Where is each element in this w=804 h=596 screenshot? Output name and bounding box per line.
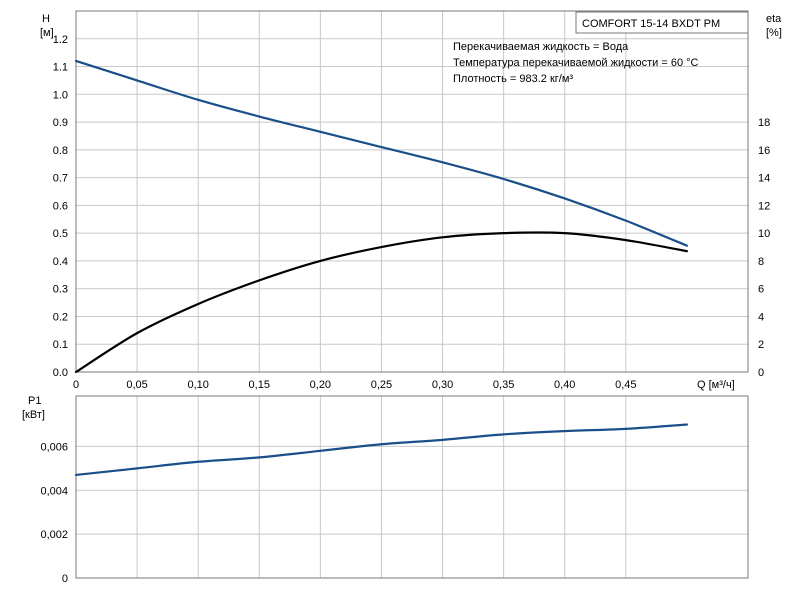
head-curve [74, 59, 689, 247]
x-tick-label: 0,35 [493, 379, 514, 391]
power-series-group [74, 423, 689, 477]
power-y-tick-label: 0,002 [40, 529, 68, 541]
power-y-tick-label: 0,006 [40, 441, 68, 453]
y-right-tick-label: 8 [758, 256, 764, 268]
x-tick-label: 0,20 [310, 379, 331, 391]
main-y-left-tick-labels: 0.0 0.1 0.2 0.3 0.4 0.5 0.6 0.7 0.8 0.9 1.0 1.1 1.2 [53, 34, 68, 379]
y-left-tick-label: 0.6 [53, 200, 68, 212]
y-left-tick-label: 0.9 [53, 117, 68, 129]
power-curve [74, 423, 689, 477]
y-right-axis-label: eta [766, 13, 782, 25]
power-y-tick-label: 0 [62, 573, 68, 585]
note-fluid: Перекачиваемая жидкость = Вода [453, 41, 629, 53]
y-left-tick-label: 0.8 [53, 145, 68, 157]
main-y-right-tick-labels: 0 2 4 6 8 10 12 14 16 18 [758, 117, 770, 379]
power-grid [75, 396, 748, 579]
x-tick-label: 0,25 [371, 379, 392, 391]
main-series-group [74, 59, 689, 374]
y-right-axis-unit: [%] [766, 27, 782, 39]
power-y-tick-label: 0,004 [40, 485, 68, 497]
y-left-axis-label: H [42, 13, 50, 25]
x-tick-label: 0,15 [249, 379, 270, 391]
x-axis-label: Q [м³/ч] [697, 379, 735, 391]
y-left-axis-unit: [м] [40, 27, 54, 39]
y-right-tick-label: 18 [758, 117, 770, 129]
x-tick-label: 0,10 [187, 379, 208, 391]
note-density: Плотность = 983.2 кг/м³ [453, 73, 573, 85]
x-tick-label: 0,40 [554, 379, 575, 391]
y-right-tick-label: 0 [758, 367, 764, 379]
x-tick-label: 0 [73, 379, 79, 391]
note-temperature: Температура перекачиваемой жидкости = 60… [453, 57, 699, 69]
y-left-tick-label: 0.2 [53, 311, 68, 323]
y-right-tick-label: 12 [758, 200, 770, 212]
y-left-tick-label: 1.2 [53, 34, 68, 46]
efficiency-curve [74, 231, 689, 374]
main-plot-frame [75, 10, 749, 373]
y-right-tick-label: 16 [758, 145, 770, 157]
y-left-tick-label: 0.0 [53, 367, 68, 379]
power-panel: 0 0,002 0,004 0,006 P1 [кВт] [22, 395, 749, 585]
y-right-tick-label: 6 [758, 284, 764, 296]
y-left-tick-label: 0.3 [53, 284, 68, 296]
y-right-tick-label: 2 [758, 339, 764, 351]
power-y-tick-labels: 0 0,002 0,004 0,006 [40, 441, 68, 585]
y-left-tick-label: 1.1 [53, 62, 68, 74]
y-left-tick-label: 0.4 [53, 256, 68, 268]
power-axis-label: P1 [28, 395, 41, 407]
power-plot-frame [75, 395, 749, 579]
power-axis-unit: [кВт] [22, 409, 45, 421]
title-box [575, 11, 749, 34]
y-right-tick-label: 14 [758, 173, 770, 185]
y-left-tick-label: 0.7 [53, 173, 68, 185]
y-left-tick-label: 1.0 [53, 89, 68, 101]
y-left-tick-label: 0.1 [53, 339, 68, 351]
main-x-tick-labels: 0 0,05 0,10 0,15 0,20 0,25 0,30 0,35 0,40 0,45 [73, 379, 637, 391]
y-right-tick-label: 10 [758, 228, 770, 240]
chart-title: COMFORT 15-14 BXDT PM [582, 18, 720, 30]
x-tick-label: 0,30 [432, 379, 453, 391]
y-left-tick-label: 0.5 [53, 228, 68, 240]
main-panel: 0 0,05 0,10 0,15 0,20 0,25 0,30 0,35 0,40 0,45 0.… [40, 10, 782, 391]
y-right-tick-label: 4 [758, 311, 764, 323]
x-tick-label: 0,05 [126, 379, 147, 391]
x-tick-label: 0,45 [615, 379, 636, 391]
